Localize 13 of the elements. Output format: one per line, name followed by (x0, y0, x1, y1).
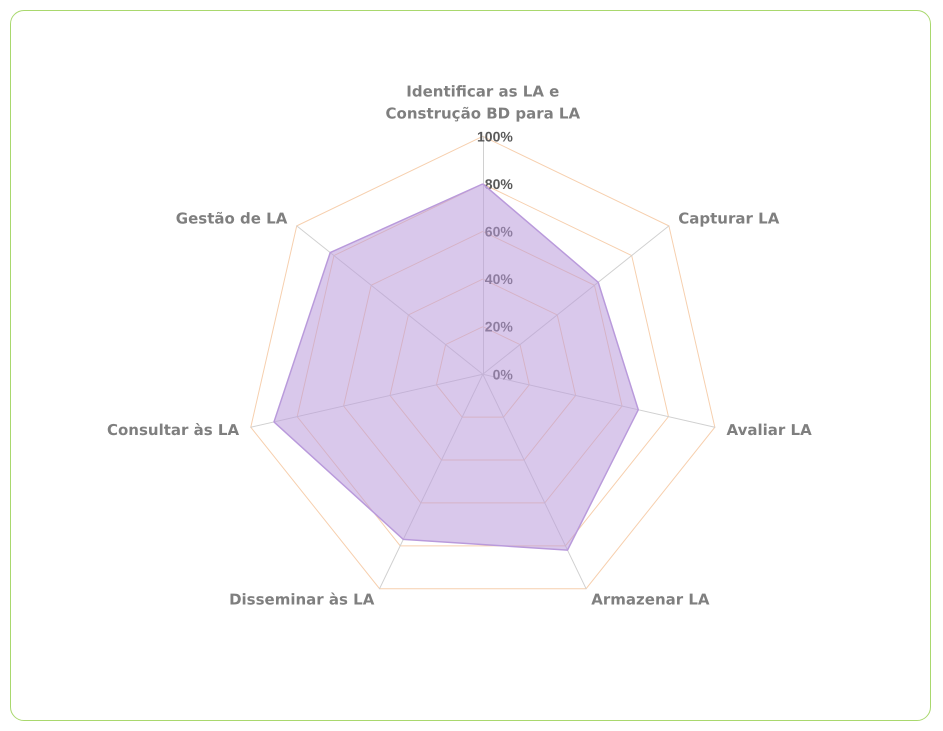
y-tick-label: 20% (484, 318, 514, 335)
spoke-label: Capturar LA (678, 209, 780, 228)
spoke-label: Identificar as LA e Construção BD para LA (386, 82, 580, 122)
y-tick-label: 60% (484, 223, 514, 240)
spoke-label: Consultar às LA (106, 420, 240, 439)
spoke-label: Avaliar LA (726, 420, 812, 439)
y-tick-label: 100% (477, 128, 514, 144)
spoke-label: Armazenar LA (591, 590, 710, 609)
y-tick-label: 80% (484, 176, 514, 192)
spoke-label: Disseminar às LA (229, 590, 375, 609)
y-tick-label: 0% (492, 366, 514, 382)
y-tick-label: 40% (484, 271, 514, 288)
spoke-label: Gestão de LA (176, 209, 288, 228)
